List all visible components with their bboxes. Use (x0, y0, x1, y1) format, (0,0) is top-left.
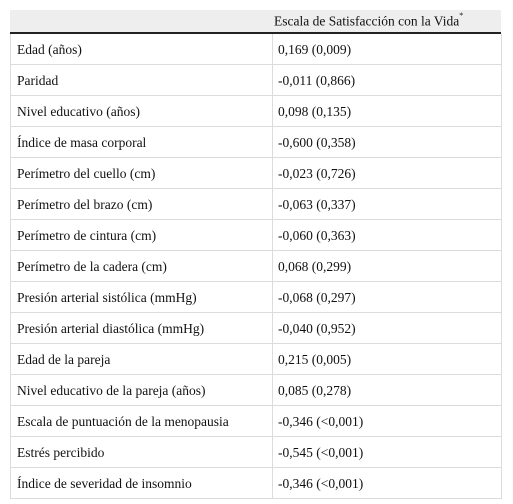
row-value: -0,346 (<0,001) (272, 468, 502, 499)
row-value: 0,169 (0,009) (272, 34, 502, 65)
row-label: Perímetro de cintura (cm) (10, 220, 273, 251)
row-label: Presión arterial sistólica (mmHg) (10, 282, 273, 313)
row-label: Presión arterial diastólica (mmHg) (10, 313, 273, 344)
row-value: -0,023 (0,726) (272, 158, 502, 189)
row-value: -0,346 (<0,001) (272, 406, 502, 437)
row-label: Edad de la pareja (10, 344, 273, 375)
footnote-mark: * (459, 11, 464, 20)
row-value: -0,068 (0,297) (272, 282, 502, 313)
row-label: Escala de puntuación de la menopausia (10, 406, 273, 437)
row-label: Edad (años) (10, 34, 273, 65)
row-value: 0,098 (0,135) (272, 96, 502, 127)
row-label: Índice de masa corporal (10, 127, 273, 158)
row-value: 0,068 (0,299) (272, 251, 502, 282)
table-header: Escala de Satisfacción con la Vida* (10, 10, 501, 34)
row-label: Índice de severidad de insomnio (10, 468, 273, 499)
row-value: -0,060 (0,363) (272, 220, 502, 251)
row-label: Paridad (10, 65, 273, 96)
row-value: 0,215 (0,005) (272, 344, 502, 375)
row-value: -0,545 (<0,001) (272, 437, 502, 468)
row-label: Perímetro de la cadera (cm) (10, 251, 273, 282)
row-label: Nivel educativo (años) (10, 96, 273, 127)
row-label: Perímetro del brazo (cm) (10, 189, 273, 220)
row-value: -0,040 (0,952) (272, 313, 502, 344)
row-label: Perímetro del cuello (cm) (10, 158, 273, 189)
header-label: Escala de Satisfacción con la Vida* (274, 11, 464, 30)
row-value: -0,011 (0,866) (272, 65, 502, 96)
header-text: Escala de Satisfacción con la Vida (274, 13, 460, 29)
row-value: -0,600 (0,358) (272, 127, 502, 158)
row-value: -0,063 (0,337) (272, 189, 502, 220)
row-label: Estrés percibido (10, 437, 273, 468)
row-value: 0,085 (0,278) (272, 375, 502, 406)
row-label: Nivel educativo de la pareja (años) (10, 375, 273, 406)
